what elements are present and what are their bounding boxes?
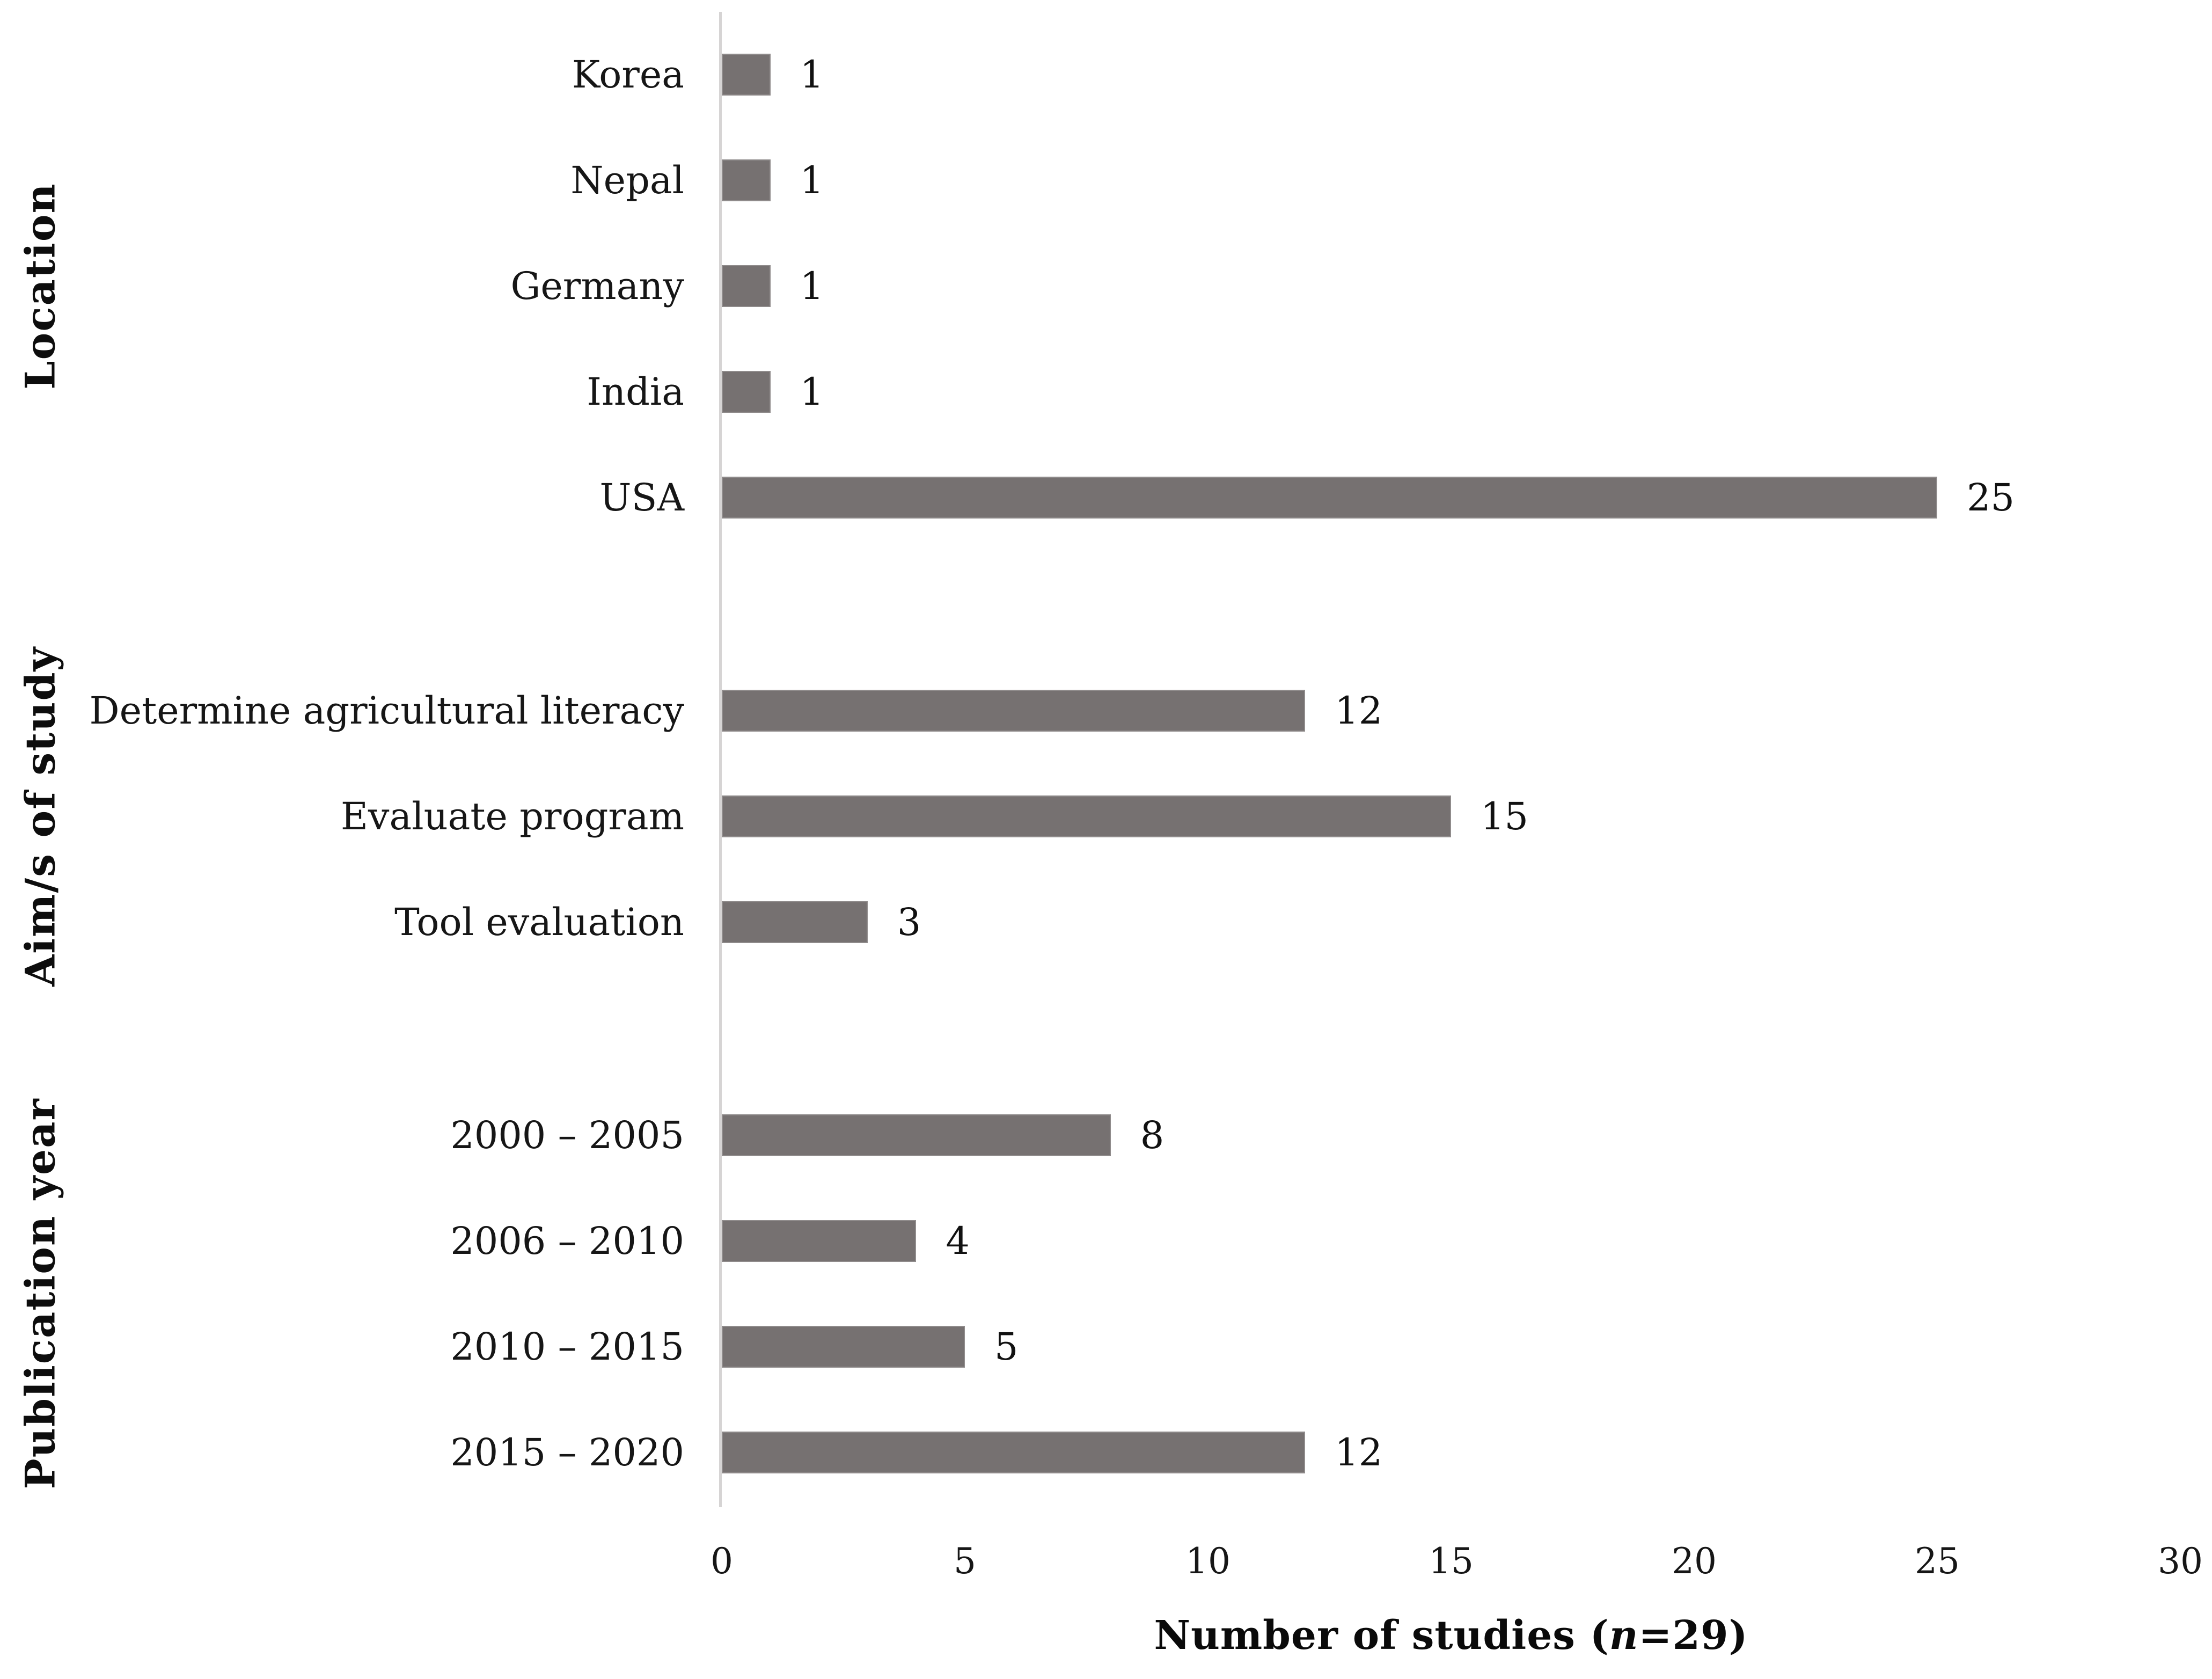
chart-group-publication-year: Publication year 2000 – 2005 8 2006 – 2010 4… xyxy=(0,1082,2212,1505)
bar-row-determine-agricultural-literacy: Determine agricultural literacy 12 xyxy=(80,658,2212,763)
x-axis-title-n-italic: n xyxy=(1609,1612,1639,1659)
value-label-2015-2020: 12 xyxy=(1335,1430,1383,1474)
category-label-2010-2015: 2010 – 2015 xyxy=(450,1324,684,1369)
value-label-determine-agricultural-literacy: 12 xyxy=(1335,688,1383,733)
group-label-gutter: Aim/s of study xyxy=(0,646,80,987)
x-tick-label-0: 0 xyxy=(711,1541,733,1582)
bar-row-korea: Korea 1 xyxy=(80,21,2212,127)
x-tick-label-20: 20 xyxy=(1672,1541,1717,1582)
bar-track: 5 xyxy=(722,1324,2180,1369)
bar-germany xyxy=(722,265,771,307)
group-rows: Determine agricultural literacy 12 Evaluat… xyxy=(80,658,2212,975)
bar-korea xyxy=(722,53,771,96)
bar-row-2010-2015: 2010 – 2015 5 xyxy=(80,1294,2212,1399)
value-label-tool-evaluation: 3 xyxy=(897,900,921,944)
bar-track: 1 xyxy=(722,158,2180,202)
category-label-nepal: Nepal xyxy=(570,158,684,202)
category-label-korea: Korea xyxy=(572,52,684,97)
y-axis-line xyxy=(719,12,722,1507)
value-label-2000-2005: 8 xyxy=(1140,1113,1164,1157)
bar-row-germany: Germany 1 xyxy=(80,233,2212,339)
category-label-2006-2010: 2006 – 2010 xyxy=(450,1218,684,1263)
category-label-germany: Germany xyxy=(510,264,684,308)
bar-nepal xyxy=(722,159,771,201)
x-tick-label-30: 30 xyxy=(2158,1541,2203,1582)
value-label-evaluate-program: 15 xyxy=(1481,794,1529,838)
category-label-tool-evaluation: Tool evaluation xyxy=(394,900,684,944)
bar-tool-evaluation xyxy=(722,901,868,943)
bar-2015-2020 xyxy=(722,1431,1306,1473)
value-label-2010-2015: 5 xyxy=(994,1324,1019,1369)
chart-group-aim-s-of-study: Aim/s of study Determine agricultural lit… xyxy=(0,646,2212,987)
bar-track: 15 xyxy=(722,794,2180,838)
category-label-evaluate-program: Evaluate program xyxy=(340,794,684,838)
category-label-determine-agricultural-literacy: Determine agricultural literacy xyxy=(89,688,684,733)
bar-track: 8 xyxy=(722,1113,2180,1157)
bar-evaluate-program xyxy=(722,795,1451,837)
bar-row-tool-evaluation: Tool evaluation 3 xyxy=(80,869,2212,975)
x-axis-title-prefix: Number of studies ( xyxy=(1154,1612,1609,1659)
bar-2000-2005 xyxy=(722,1114,1111,1156)
bar-track: 1 xyxy=(722,369,2180,414)
x-tick-label-10: 10 xyxy=(1185,1541,1230,1582)
value-label-usa: 25 xyxy=(1967,475,2015,520)
category-label-india: India xyxy=(587,369,684,414)
category-label-2000-2005: 2000 – 2005 xyxy=(450,1113,684,1157)
x-axis-title-suffix: =29) xyxy=(1638,1612,1748,1659)
value-label-germany: 1 xyxy=(800,264,824,308)
group-label-publication-year: Publication year xyxy=(16,1098,64,1490)
bar-track: 12 xyxy=(722,688,2180,733)
bar-2006-2010 xyxy=(722,1220,917,1262)
bar-row-2015-2020: 2015 – 2020 12 xyxy=(80,1399,2212,1505)
bar-row-2006-2010: 2006 – 2010 4 xyxy=(80,1188,2212,1294)
value-label-india: 1 xyxy=(800,369,824,414)
chart-groups: Location Korea 1 Nepal 1 Germany 1 India 1 USA 25 A… xyxy=(0,21,2212,1505)
value-label-2006-2010: 4 xyxy=(946,1218,970,1263)
bar-india xyxy=(722,370,771,413)
bar-row-evaluate-program: Evaluate program 15 xyxy=(80,763,2212,869)
bar-row-india: India 1 xyxy=(80,339,2212,444)
group-label-location: Location xyxy=(16,182,64,390)
value-label-nepal: 1 xyxy=(800,158,824,202)
bar-row-2000-2005: 2000 – 2005 8 xyxy=(80,1082,2212,1188)
x-tick-label-25: 25 xyxy=(1915,1541,1960,1582)
x-tick-label-5: 5 xyxy=(954,1541,976,1582)
bar-2010-2015 xyxy=(722,1325,965,1368)
chart-group-location: Location Korea 1 Nepal 1 Germany 1 India 1 USA 25 xyxy=(0,21,2212,550)
x-axis-ticks: 0 5 10 15 20 25 30 xyxy=(711,1541,2203,1587)
bar-row-nepal: Nepal 1 xyxy=(80,127,2212,233)
bar-track: 1 xyxy=(722,52,2180,97)
category-label-2015-2020: 2015 – 2020 xyxy=(450,1430,684,1474)
group-label-aim-s-of-study: Aim/s of study xyxy=(16,646,64,987)
group-rows: 2000 – 2005 8 2006 – 2010 4 2010 – 2015 5 2015… xyxy=(80,1082,2212,1505)
bar-track: 1 xyxy=(722,264,2180,308)
group-label-gutter: Location xyxy=(0,21,80,550)
category-label-usa: USA xyxy=(599,475,685,520)
x-axis-title: Number of studies (n=29) xyxy=(722,1612,2180,1659)
bar-usa xyxy=(722,476,1937,519)
bar-determine-agricultural-literacy xyxy=(722,689,1306,732)
value-label-korea: 1 xyxy=(800,52,824,97)
bar-track: 25 xyxy=(722,475,2180,520)
bar-track: 12 xyxy=(722,1430,2180,1474)
bar-track: 3 xyxy=(722,900,2180,944)
group-rows: Korea 1 Nepal 1 Germany 1 India 1 USA 25 xyxy=(80,21,2212,550)
bar-track: 4 xyxy=(722,1218,2180,1263)
group-label-gutter: Publication year xyxy=(0,1082,80,1505)
x-tick-label-15: 15 xyxy=(1429,1541,1474,1582)
bar-row-usa: USA 25 xyxy=(80,444,2212,550)
